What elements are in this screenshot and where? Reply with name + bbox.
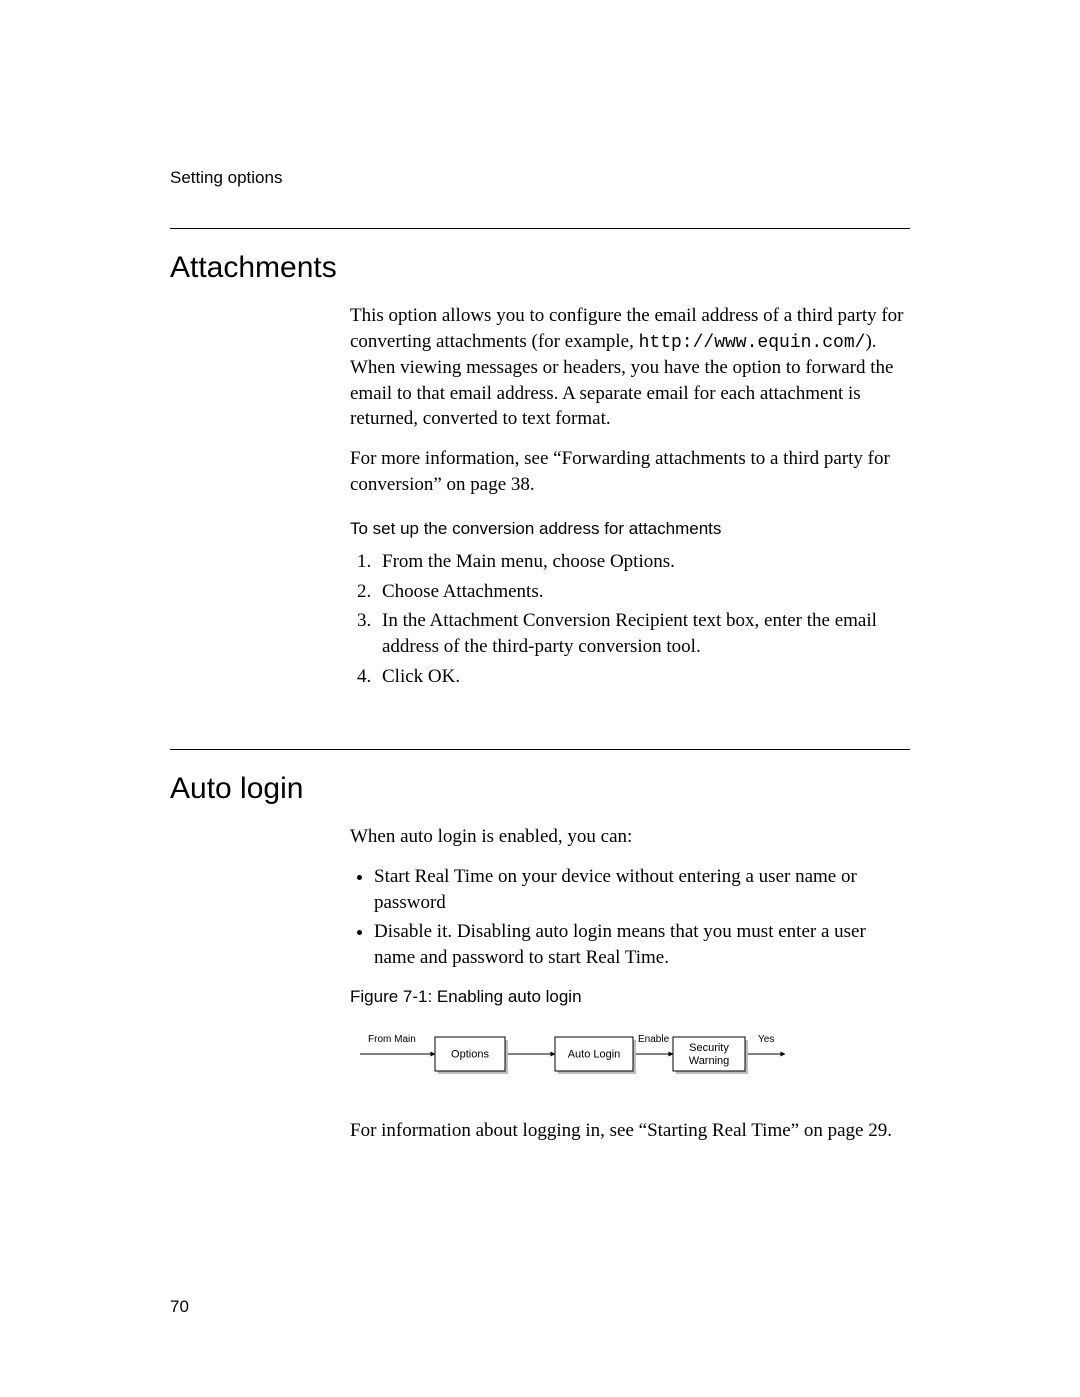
bullet-item: Disable it. Disabling auto login means t…: [374, 919, 910, 970]
autologin-bullets: Start Real Time on your device without e…: [350, 864, 910, 971]
svg-text:Auto Login: Auto Login: [568, 1048, 621, 1060]
step-item: From the Main menu, choose Options.: [376, 549, 910, 575]
svg-text:Options: Options: [451, 1048, 489, 1060]
flowchart-svg: From Main Enable Yes Options Auto Login Secur…: [350, 1019, 790, 1089]
attachments-moreinfo: For more information, see “Forwarding at…: [350, 446, 910, 497]
attachments-intro-code: http://www.equin.com/: [639, 333, 866, 353]
step-item: Choose Attachments.: [376, 579, 910, 605]
step-item: Click OK.: [376, 664, 910, 690]
document-page: Setting options Attachments This option …: [0, 0, 1080, 1397]
autologin-intro: When auto login is enabled, you can:: [350, 824, 910, 850]
svg-text:Warning: Warning: [689, 1055, 730, 1067]
running-head: Setting options: [170, 168, 910, 188]
section-rule: [170, 749, 910, 750]
attachments-body: This option allows you to configure the …: [350, 303, 910, 689]
svg-text:Enable: Enable: [638, 1034, 670, 1045]
svg-text:From Main: From Main: [368, 1034, 416, 1045]
procedure-steps: From the Main menu, choose Options. Choo…: [350, 549, 910, 689]
svg-text:Security: Security: [689, 1042, 729, 1054]
autologin-closing: For information about logging in, see “S…: [350, 1118, 910, 1144]
autologin-flowchart: From Main Enable Yes Options Auto Login Secur…: [350, 1019, 910, 1094]
section-rule: [170, 228, 910, 229]
autologin-heading: Auto login: [170, 772, 910, 806]
bullet-item: Start Real Time on your device without e…: [374, 864, 910, 915]
attachments-intro: This option allows you to configure the …: [350, 303, 910, 432]
procedure-title: To set up the conversion address for att…: [350, 519, 910, 539]
autologin-body: When auto login is enabled, you can: Sta…: [350, 824, 910, 1143]
figure-caption: Figure 7-1: Enabling auto login: [350, 987, 910, 1007]
step-item: In the Attachment Conversion Recipient t…: [376, 608, 910, 659]
attachments-heading: Attachments: [170, 251, 910, 285]
page-number: 70: [170, 1297, 189, 1317]
svg-text:Yes: Yes: [758, 1034, 774, 1045]
